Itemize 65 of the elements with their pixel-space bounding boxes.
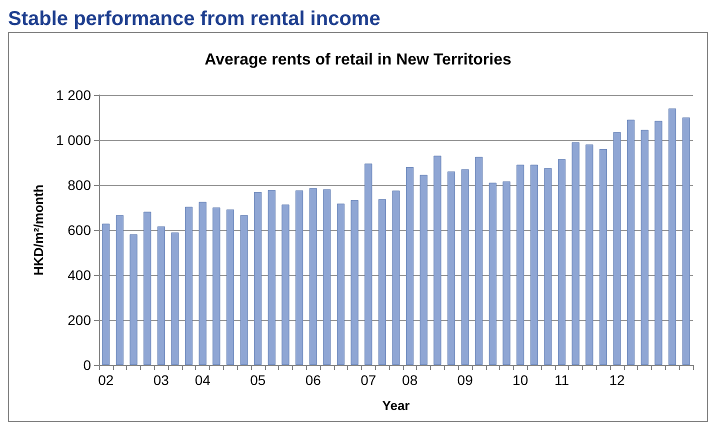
bar	[530, 164, 538, 365]
bar	[572, 142, 580, 365]
x-tick-label: 05	[250, 372, 266, 388]
bar	[378, 199, 386, 365]
bar	[420, 174, 428, 365]
y-tick-label: 600	[68, 222, 92, 238]
bar	[240, 215, 248, 365]
x-tick-label: 04	[194, 372, 211, 388]
x-tick-label: 10	[512, 372, 528, 388]
bar	[350, 200, 358, 365]
x-tick-label: 08	[402, 372, 418, 388]
bar	[558, 159, 566, 365]
bar	[613, 132, 621, 365]
bar	[157, 226, 165, 365]
y-tick-label: 400	[68, 267, 92, 283]
bar	[296, 190, 304, 365]
bar	[130, 234, 138, 365]
chart-title: Stable performance from rental income	[8, 8, 382, 32]
bar	[392, 190, 400, 365]
y-tick-label: 1 000	[56, 132, 92, 148]
bar	[184, 206, 193, 365]
bar	[475, 156, 483, 365]
bar	[682, 118, 690, 365]
bar	[212, 208, 220, 365]
y-axis-title: HKD/m²/month	[31, 184, 46, 276]
bar	[599, 149, 608, 365]
bar	[640, 130, 648, 365]
y-tick-label: 800	[68, 177, 92, 193]
x-tick-label: 07	[360, 372, 376, 388]
x-tick-label: 02	[98, 372, 114, 388]
bar	[226, 210, 234, 365]
y-tick-label: 0	[83, 357, 92, 373]
bar	[268, 190, 276, 365]
bar	[254, 192, 262, 365]
bar	[434, 156, 442, 365]
bar	[654, 120, 662, 365]
bar	[668, 108, 676, 365]
bar	[544, 168, 552, 365]
bar	[144, 212, 152, 365]
chart-subtitle: Average rents of retail in New Territories	[204, 52, 512, 68]
x-axis-title: Year	[382, 398, 410, 413]
bar	[364, 164, 372, 365]
x-tick-label: 11	[554, 372, 570, 388]
bar	[171, 232, 179, 365]
x-tick-label: 06	[305, 372, 322, 388]
bar	[627, 120, 635, 365]
bar	[461, 169, 469, 365]
bar	[282, 204, 290, 365]
y-tick-label: 1 200	[56, 87, 92, 103]
y-tick-label: 200	[68, 312, 92, 328]
x-tick-label: 09	[457, 372, 474, 388]
bar	[502, 181, 510, 365]
bar	[447, 172, 456, 365]
bar	[102, 224, 110, 365]
bar	[406, 167, 414, 365]
bar	[198, 202, 206, 365]
x-tick-label: 12	[609, 372, 626, 388]
bar	[116, 215, 124, 365]
bar	[309, 188, 317, 365]
x-tick-label: 03	[153, 372, 170, 388]
bar	[516, 164, 524, 365]
bar	[586, 144, 594, 365]
bar	[323, 189, 331, 365]
bar	[488, 182, 496, 365]
bar	[336, 204, 345, 365]
